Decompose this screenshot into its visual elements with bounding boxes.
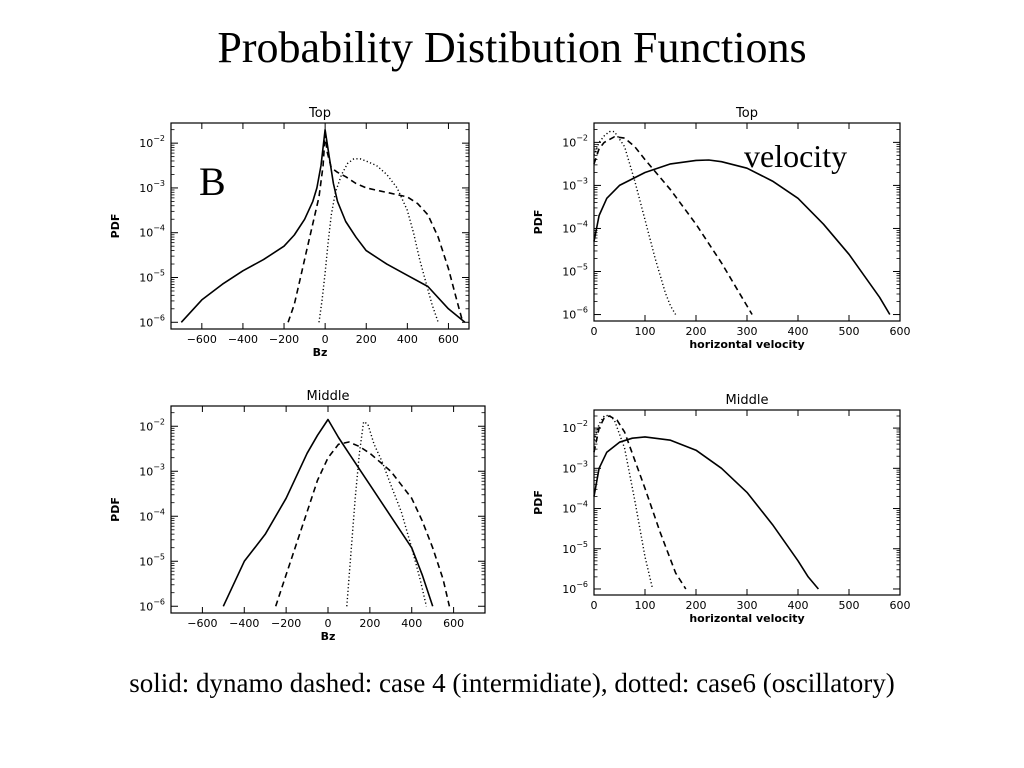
series-line-dashed <box>593 136 753 315</box>
plot-annotation: velocity <box>744 138 847 174</box>
y-tick-label: 10−5 <box>562 540 588 556</box>
series-line-dashed <box>274 441 451 607</box>
plot-frame <box>170 405 486 614</box>
y-axis-label: PDF <box>109 497 122 522</box>
x-tick-label: −600 <box>187 333 217 346</box>
x-tick-label: −400 <box>229 617 259 630</box>
y-tick-label: 10−4 <box>139 224 165 240</box>
plot-title: Middle <box>307 389 350 404</box>
x-tick-label: 400 <box>397 333 418 346</box>
y-tick-label: 10−5 <box>139 269 165 285</box>
x-tick-label: 600 <box>890 325 911 338</box>
x-axis-label: Bz <box>313 346 328 359</box>
x-tick-label: −200 <box>271 617 301 630</box>
x-tick-label: 0 <box>322 333 329 346</box>
y-axis-label: PDF <box>109 214 122 239</box>
x-tick-label: 500 <box>839 599 860 612</box>
x-tick-label: 100 <box>635 325 656 338</box>
x-tick-label: 0 <box>591 599 598 612</box>
series-line-solid <box>593 436 820 590</box>
chart-panel-middle-bz: Middle −600 −400 −200 0 200 400 600 Bz 10−6 10−5 10… <box>109 389 486 643</box>
y-tick-label: 10−5 <box>562 263 588 279</box>
y-tick-label: 10−2 <box>562 419 588 435</box>
x-tick-label: 0 <box>591 325 598 338</box>
chart-panel-middle-velocity: Middle 0 100 200 300 400 500 600 horizontal velo… <box>532 393 911 625</box>
y-axis-label: PDF <box>532 490 545 515</box>
x-tick-label: 300 <box>737 599 758 612</box>
series-line-dotted <box>593 130 677 315</box>
x-tick-label: 400 <box>788 599 809 612</box>
caption: solid: dynamo dashed: case 4 (intermidia… <box>129 668 895 698</box>
x-tick-label: −600 <box>187 617 217 630</box>
x-tick-label: −400 <box>228 333 258 346</box>
x-tick-label: 200 <box>356 333 377 346</box>
y-tick-label: 10−4 <box>139 507 165 523</box>
plot-title: Top <box>735 106 758 121</box>
x-tick-label: 100 <box>635 599 656 612</box>
y-tick-label: 10−4 <box>562 500 588 516</box>
series-line-dashed <box>287 133 464 323</box>
x-tick-label: 600 <box>443 617 464 630</box>
chart-panel-top-bz: Top −600 −400 −200 0 200 400 600 Bz 10−6 10−5 10−4 1… <box>109 106 470 359</box>
x-tick-label: 400 <box>401 617 422 630</box>
y-axis-label: PDF <box>532 210 545 235</box>
y-tick-label: 10−3 <box>139 462 165 478</box>
series-line-solid <box>593 159 891 315</box>
x-axis-label: Bz <box>321 630 336 643</box>
x-axis-label: horizontal velocity <box>689 338 804 351</box>
y-tick-label: 10−4 <box>562 219 588 235</box>
y-tick-label: 10−6 <box>562 306 588 322</box>
x-tick-label: 600 <box>438 333 459 346</box>
slide-title: Probability Distibution Functions <box>217 23 807 72</box>
plot-title: Top <box>308 106 331 121</box>
y-tick-label: 10−3 <box>139 179 165 195</box>
plot-frame <box>170 122 470 330</box>
x-tick-label: 200 <box>686 599 707 612</box>
x-tick-label: 200 <box>686 325 707 338</box>
y-tick-label: 10−5 <box>139 552 165 568</box>
x-tick-label: 600 <box>890 599 911 612</box>
chart-panel-top-velocity: Top 0 100 200 300 400 500 600 horizontal velocit… <box>532 106 911 351</box>
y-tick-label: 10−6 <box>562 580 588 596</box>
series-line-dashed <box>593 415 687 590</box>
x-tick-label: 300 <box>737 325 758 338</box>
x-tick-label: −200 <box>269 333 299 346</box>
x-axis-label: horizontal velocity <box>689 612 804 625</box>
y-tick-label: 10−2 <box>562 133 588 149</box>
y-tick-label: 10−3 <box>562 176 588 192</box>
x-tick-label: 500 <box>839 325 860 338</box>
y-tick-label: 10−2 <box>139 417 165 433</box>
x-tick-label: 400 <box>788 325 809 338</box>
x-tick-label: 200 <box>359 617 380 630</box>
y-tick-label: 10−6 <box>139 313 165 329</box>
series-line-solid <box>180 128 466 323</box>
y-tick-label: 10−6 <box>139 597 165 613</box>
series-line-dotted <box>346 421 428 607</box>
series-line-solid <box>222 418 434 607</box>
series-line-dotted <box>318 158 439 323</box>
y-tick-label: 10−2 <box>139 134 165 150</box>
y-tick-label: 10−3 <box>562 459 588 475</box>
plot-title: Middle <box>726 393 769 408</box>
plot-annotation: B <box>199 159 226 204</box>
x-tick-label: 0 <box>325 617 332 630</box>
